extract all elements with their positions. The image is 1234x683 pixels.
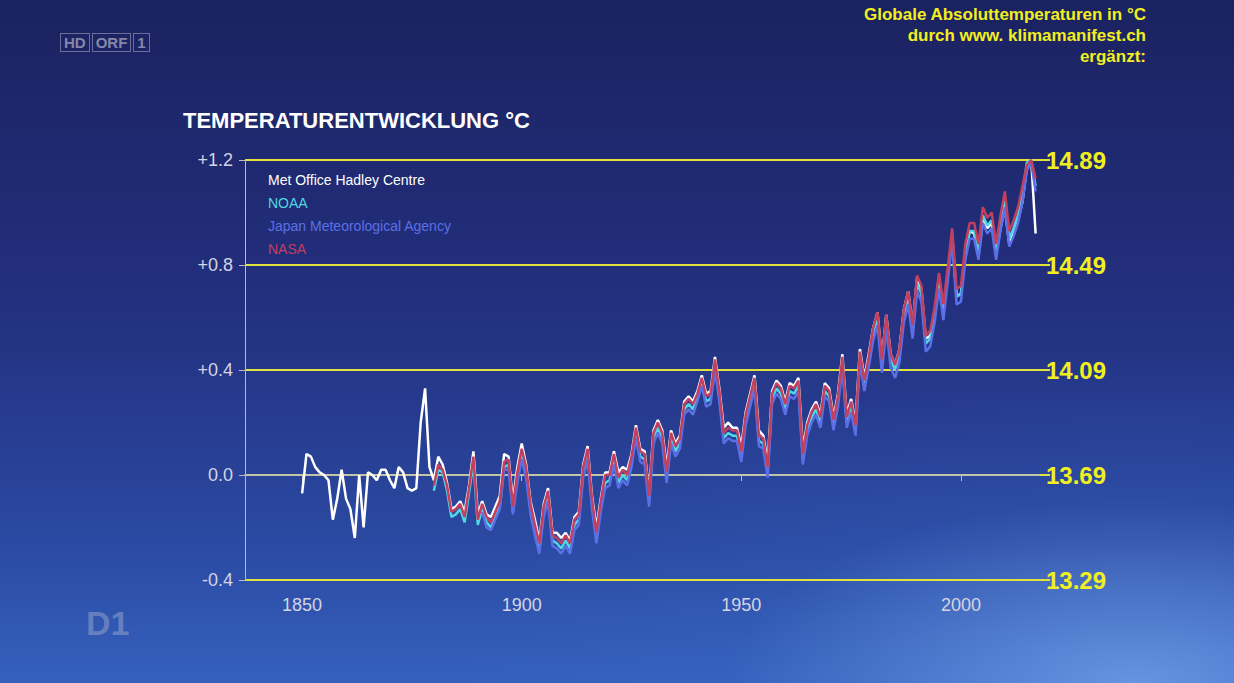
svg-text:0.0: 0.0	[208, 465, 233, 485]
svg-text:14.49: 14.49	[1046, 252, 1106, 279]
svg-text:NOAA: NOAA	[268, 195, 308, 211]
svg-text:NASA: NASA	[268, 241, 307, 257]
svg-text:1950: 1950	[721, 595, 761, 615]
svg-text:+1.2: +1.2	[197, 150, 233, 170]
svg-text:1850: 1850	[282, 595, 322, 615]
html-text:durch www. klimamanifest.ch: durch www. klimamanifest.ch	[907, 26, 1146, 45]
html-text:HD: HD	[64, 34, 86, 51]
svg-text:+0.8: +0.8	[197, 255, 233, 275]
html-text:D1: D1	[86, 604, 130, 642]
svg-text:14.09: 14.09	[1046, 357, 1106, 384]
svg-text:13.69: 13.69	[1046, 462, 1106, 489]
svg-text:+0.4: +0.4	[197, 360, 233, 380]
svg-text:-0.4: -0.4	[202, 570, 233, 590]
svg-text:1900: 1900	[502, 595, 542, 615]
svg-text:14.89: 14.89	[1046, 147, 1106, 174]
html-text:1: 1	[137, 34, 146, 51]
html-text:ORF: ORF	[95, 34, 128, 51]
svg-text:Japan Meteorological Agency: Japan Meteorological Agency	[268, 218, 451, 234]
svg-text:Met Office Hadley Centre: Met Office Hadley Centre	[268, 172, 425, 188]
svg-text:13.29: 13.29	[1046, 567, 1106, 594]
svg-text:2000: 2000	[941, 595, 981, 615]
html-text:Globale Absoluttemperaturen in: Globale Absoluttemperaturen in °C	[864, 5, 1146, 24]
svg-text:TEMPERATURENTWICKLUNG °C: TEMPERATURENTWICKLUNG °C	[183, 108, 530, 133]
html-text:ergänzt:: ergänzt:	[1079, 47, 1146, 66]
